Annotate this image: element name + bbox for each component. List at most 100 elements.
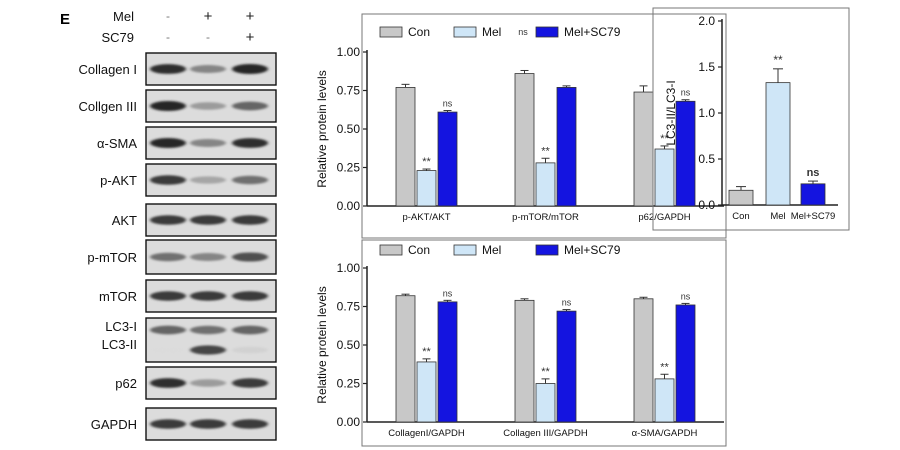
significance-label: ns [681,291,691,301]
blot-band [232,101,268,111]
legend-swatch [453,244,477,256]
bar [416,361,437,423]
significance-label: ns [443,99,453,109]
blot-band [190,379,226,387]
legend-entry: Mel [482,25,501,39]
blot-row-label: Collgen III [78,99,137,114]
y-tick-label: 0.0 [698,198,715,212]
bar [654,148,675,207]
blot-band [232,325,268,335]
blot-band [150,325,186,335]
y-tick-label: 0.00 [337,415,361,429]
blot-row: p-mTOR [87,239,277,275]
legend-entry: Mel+SC79 [564,25,621,39]
y-tick-label: 0.75 [337,300,361,314]
y-tick-label: 1.00 [337,45,361,59]
chart-frame [361,13,727,239]
blot-band [190,176,226,184]
blot-band [190,291,226,301]
bar [395,87,416,207]
blot-band [150,175,186,185]
bar [633,91,654,207]
blot-row-label: α-SMA [97,136,137,151]
blot-band [150,419,186,429]
y-tick-label: 0.25 [337,161,361,175]
y-tick-label: 0.50 [337,122,361,136]
bar [728,189,754,206]
blot-row: p62 [115,366,277,400]
significance-label: ns [562,298,572,308]
blot-band [150,64,186,74]
chart-frame [652,7,850,231]
treatment-sign: + [246,8,255,25]
bar [416,170,437,207]
blot-row-label: LC3-I [105,319,137,334]
bar [556,87,577,207]
blot-band [190,345,226,355]
bar [514,73,535,207]
chart-fibrosis-levels: 0.00 0.25 0.50 0.75 1.00 Relative protein lev… [315,239,727,447]
x-tick-label: Mel [770,211,785,222]
y-tick-label: 0.5 [698,152,715,166]
blot-row: LC3-I LC3-II [102,317,277,363]
treatment-label: Mel [113,9,134,24]
legend-swatch [453,26,477,38]
bar [535,162,556,207]
y-axis-label: Relative protein levels [315,70,329,187]
blot-row-label: LC3-II [102,337,137,352]
y-axis-label: Relative protein levels [315,286,329,403]
bar [675,304,696,423]
legend-swatch [535,244,559,256]
blot-row: Collgen III [78,89,277,123]
chart-lc3-ratio: 0.0 0.5 1.0 1.5 2.0 LC3-II/LC3-I Con ** Mel ns Mel… [652,7,850,231]
legend-entry: Con [408,25,430,39]
blot-row: Collagen I [78,52,277,86]
y-tick-label: 0.75 [337,84,361,98]
blot-row-label: AKT [112,213,137,228]
blot-band [232,419,268,429]
significance-label: ** [422,346,431,358]
legend-note: ns [518,27,528,37]
blot-row-label: Collagen I [78,62,137,77]
blot-band [150,215,186,225]
blot-row-label: mTOR [99,289,137,304]
blot-band [232,175,268,185]
blot-band [232,378,268,388]
blot-row: AKT [112,203,277,237]
legend-swatch [535,26,559,38]
y-tick-label: 1.5 [698,60,715,74]
x-tick-label: Con [732,211,749,222]
legend-entry: Con [408,243,430,257]
bar [514,299,535,423]
significance-label: ns [807,167,820,179]
blot-band [190,215,226,225]
blot-band [190,65,226,73]
treatment-sign: + [204,8,213,25]
significance-label: ns [681,88,691,98]
significance-label: ** [660,133,669,145]
x-tick-label: CollagenI/GAPDH [388,428,465,439]
blot-band [232,291,268,301]
bar [395,295,416,423]
y-tick-label: 1.0 [698,106,715,120]
blot-membrane [145,317,277,363]
blot-band [150,291,186,301]
treatment-sign: - [166,30,170,44]
blot-row-label: p-mTOR [87,250,137,265]
y-tick-label: 1.00 [337,261,361,275]
bar [633,298,654,423]
panel-label: E [60,11,70,28]
y-tick-label: 2.0 [698,14,715,28]
blot-band [190,102,226,110]
x-tick-label: p62/GAPDH [638,212,690,223]
blot-band [150,252,186,262]
legend-swatch [379,244,403,256]
blot-row: mTOR [99,279,277,313]
bar [556,310,577,423]
bar [437,301,458,423]
x-tick-label: p-AKT/AKT [402,212,450,223]
blot-band [190,325,226,335]
significance-label: ** [773,53,783,67]
blot-row: α-SMA [97,126,277,160]
